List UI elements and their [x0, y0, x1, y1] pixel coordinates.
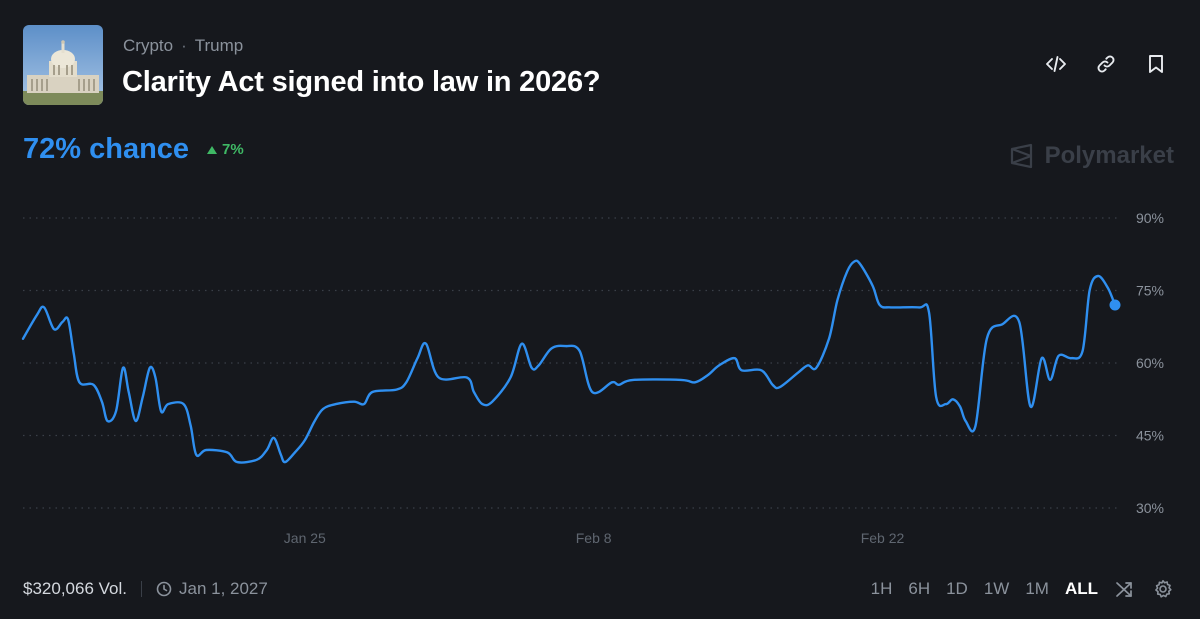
- bookmark-icon: [1149, 55, 1163, 73]
- x-axis-ticks: Jan 25 Feb 8 Feb 22: [284, 530, 905, 546]
- time-range-selector: 1H 6H 1D 1W 1M ALL: [871, 578, 1174, 600]
- chance-value: 72% chance: [23, 133, 190, 165]
- chart-footer: $320,066 Vol. Jan 1, 2027 1H 6H 1D 1W 1M…: [23, 578, 1174, 600]
- breadcrumb-separator: ·: [181, 36, 187, 55]
- price-chart[interactable]: 90% 75% 60% 45% 30% Jan 25 Feb 8 Feb 22: [0, 190, 1200, 560]
- x-tick-label: Feb 8: [576, 530, 612, 546]
- y-tick-label: 75%: [1136, 283, 1164, 299]
- range-all[interactable]: ALL: [1064, 579, 1098, 598]
- embed-icon: [1046, 56, 1066, 72]
- grid-lines: [23, 217, 1120, 509]
- shuffle-icon: [1116, 582, 1132, 597]
- gear-icon: [1155, 580, 1172, 598]
- shuffle-button[interactable]: [1114, 578, 1136, 600]
- embed-button[interactable]: [1042, 50, 1070, 78]
- breadcrumb-crypto[interactable]: Crypto: [123, 36, 174, 55]
- x-tick-label: Jan 25: [284, 530, 326, 546]
- polymarket-watermark: Polymarket: [1009, 142, 1174, 170]
- y-tick-label: 30%: [1136, 500, 1164, 516]
- breadcrumb-trump[interactable]: Trump: [194, 36, 244, 55]
- price-series-line: [21, 259, 1117, 464]
- market-thumbnail: [23, 25, 103, 105]
- triangle-up-icon: [207, 145, 218, 154]
- x-tick-label: Feb 22: [861, 530, 905, 546]
- capitol-image: [23, 25, 103, 105]
- header-actions: [1042, 50, 1170, 78]
- volume-label: $320,066 Vol.: [23, 579, 127, 598]
- y-tick-label: 45%: [1136, 428, 1164, 444]
- market-title: Clarity Act signed into law in 2026?: [122, 66, 601, 98]
- end-date-label: Jan 1, 2027: [178, 579, 268, 598]
- footer-divider: [140, 581, 142, 597]
- change-badge: 7%: [206, 141, 244, 158]
- range-1h[interactable]: 1H: [870, 579, 893, 598]
- brand-name: Polymarket: [1044, 142, 1174, 169]
- range-1m[interactable]: 1M: [1025, 579, 1049, 598]
- settings-button[interactable]: [1152, 578, 1174, 600]
- y-tick-label: 90%: [1136, 210, 1164, 226]
- y-tick-label: 60%: [1136, 355, 1164, 371]
- clock-icon: [156, 581, 172, 597]
- range-1w[interactable]: 1W: [983, 579, 1010, 598]
- range-1d[interactable]: 1D: [946, 579, 968, 598]
- copy-link-button[interactable]: [1092, 50, 1120, 78]
- link-icon: [1097, 55, 1115, 73]
- probability-summary: 72% chance 7%: [23, 133, 244, 166]
- current-price-marker: [1109, 299, 1121, 311]
- bookmark-button[interactable]: [1142, 50, 1170, 78]
- y-axis-ticks: 90% 75% 60% 45% 30%: [1136, 210, 1164, 516]
- change-value: 7%: [222, 141, 244, 158]
- end-date: Jan 1, 2027: [156, 579, 268, 599]
- range-6h[interactable]: 6H: [908, 579, 931, 598]
- breadcrumb: Crypto · Trump: [123, 36, 243, 56]
- polymarket-logo-icon: [1010, 143, 1032, 169]
